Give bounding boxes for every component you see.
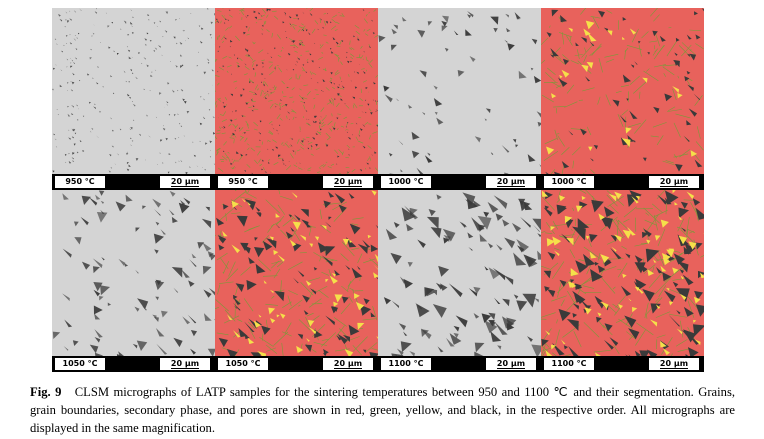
scale-bar: 20 µm [486, 176, 536, 188]
scale-label: 20 µm [659, 177, 689, 187]
segmentation-image [541, 190, 704, 356]
temperature-label: 1100 °C [544, 358, 594, 370]
caption-text: CLSM micrographs of LATP samples for the… [30, 385, 735, 435]
scale-label: 20 µm [659, 359, 689, 369]
segmentation-image [541, 8, 704, 174]
panel-micrograph: 1100 °C 20 µm [378, 190, 541, 372]
label-bar: 1100 °C 20 µm [378, 356, 541, 372]
temperature-label: 1050 °C [55, 358, 105, 370]
temperature-label: 1100 °C [381, 358, 431, 370]
label-bar: 1050 °C 20 µm [52, 356, 215, 372]
scale-bar: 20 µm [323, 176, 373, 188]
scale-bar: 20 µm [323, 358, 373, 370]
micrograph-image [52, 8, 215, 174]
label-bar: 950 °C 20 µm [215, 174, 378, 190]
segmentation-image [215, 8, 378, 174]
scale-label: 20 µm [333, 177, 363, 187]
label-bar: 1100 °C 20 µm [541, 356, 704, 372]
scale-label: 20 µm [333, 359, 363, 369]
figure: 950 °C 20 µm 950 °C 20 µm 1000 °C 20 µm 1000 °… [52, 8, 704, 372]
panel-segmentation: 1100 °C 20 µm [541, 190, 704, 372]
panel-segmentation: 1000 °C 20 µm [541, 8, 704, 190]
segmentation-image [215, 190, 378, 356]
figure-caption: Fig. 9 CLSM micrographs of LATP samples … [30, 383, 735, 437]
label-bar: 1000 °C 20 µm [378, 174, 541, 190]
micrograph-image [378, 8, 541, 174]
temperature-label: 950 °C [218, 176, 268, 188]
label-bar: 1050 °C 20 µm [215, 356, 378, 372]
scale-bar: 20 µm [486, 358, 536, 370]
scale-label: 20 µm [496, 359, 526, 369]
scale-bar: 20 µm [160, 176, 210, 188]
panel-micrograph: 950 °C 20 µm [52, 8, 215, 190]
scale-bar: 20 µm [649, 358, 699, 370]
scale-bar: 20 µm [649, 176, 699, 188]
scale-label: 20 µm [496, 177, 526, 187]
scale-label: 20 µm [170, 359, 200, 369]
label-bar: 1000 °C 20 µm [541, 174, 704, 190]
temperature-label: 950 °C [55, 176, 105, 188]
caption-label: Fig. 9 [30, 385, 62, 399]
temperature-label: 1000 °C [381, 176, 431, 188]
panel-micrograph: 1000 °C 20 µm [378, 8, 541, 190]
label-bar: 950 °C 20 µm [52, 174, 215, 190]
micrograph-image [378, 190, 541, 356]
panel-segmentation: 1050 °C 20 µm [215, 190, 378, 372]
temperature-label: 1000 °C [544, 176, 594, 188]
micrograph-image [52, 190, 215, 356]
scale-label: 20 µm [170, 177, 200, 187]
temperature-label: 1050 °C [218, 358, 268, 370]
scale-bar: 20 µm [160, 358, 210, 370]
panel-micrograph: 1050 °C 20 µm [52, 190, 215, 372]
panel-segmentation: 950 °C 20 µm [215, 8, 378, 190]
